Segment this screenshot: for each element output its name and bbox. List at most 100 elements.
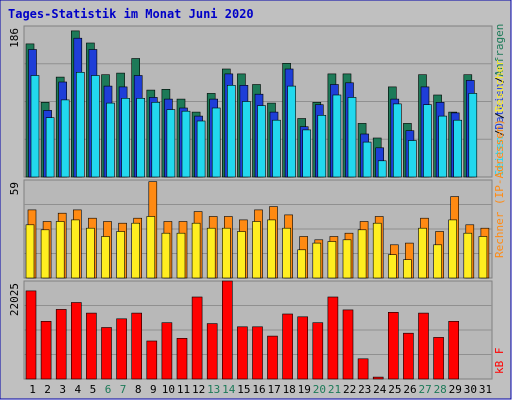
- bar-kbf-kb-f-day-21: [327, 296, 339, 380]
- series-label-part: Besucher: [493, 59, 506, 112]
- bar-hits-seiten-day-28: [438, 115, 447, 178]
- bar-kbf-kb-f-day-8: [131, 312, 142, 380]
- bar-visits-rechner-day-20: [312, 242, 322, 279]
- x-tick-label-day-29: 29: [449, 383, 462, 396]
- bar-kbf-kb-f-day-18: [282, 313, 293, 380]
- x-tick-label-day-9: 9: [150, 383, 157, 396]
- x-tick-label-day-18: 18: [283, 383, 296, 396]
- y-max-label-hits: 186: [8, 28, 21, 48]
- bar-kbf-kb-f-day-24: [372, 376, 384, 380]
- bar-hits-seiten-day-26: [408, 140, 417, 178]
- series-label-part: Dateien: [493, 83, 506, 129]
- bar-hits-seiten-day-22: [347, 97, 357, 178]
- bar-visits-rechner-day-11: [176, 232, 186, 279]
- panel-hits: 186: [8, 25, 493, 178]
- x-tick-label-day-10: 10: [162, 383, 175, 396]
- x-tick-label-day-28: 28: [434, 383, 447, 396]
- bar-kbf-kb-f-day-12: [191, 296, 203, 380]
- x-tick-label-day-14: 14: [222, 383, 236, 396]
- bar-visits-rechner-day-18: [282, 227, 291, 279]
- bar-hits-seiten-day-9: [151, 102, 161, 178]
- x-tick-label-day-7: 7: [120, 383, 127, 396]
- bar-hits-seiten-day-13: [211, 107, 221, 178]
- bar-hits-seiten-day-6: [106, 102, 115, 178]
- bar-hits-seiten-day-3: [60, 99, 70, 178]
- bar-kbf-kb-f-day-26: [403, 332, 414, 380]
- bar-visits-rechner-day-17: [267, 219, 276, 279]
- x-tick-label-day-3: 3: [59, 383, 66, 396]
- bar-kbf-kb-f-day-22: [342, 309, 354, 380]
- series-label-part: /: [493, 112, 506, 119]
- bar-kbf-kb-f-day-3: [55, 309, 67, 380]
- bar-hits-seiten-day-7: [121, 98, 130, 178]
- bar-hits-seiten-day-29: [453, 119, 463, 178]
- bar-hits-seiten-day-15: [242, 101, 251, 178]
- x-tick-label-day-5: 5: [90, 383, 97, 396]
- bar-hits-seiten-day-4: [76, 72, 85, 178]
- x-tick-label-day-11: 11: [177, 383, 190, 396]
- x-tick-label-day-23: 23: [358, 383, 371, 396]
- bar-visits-rechner-day-14: [222, 227, 231, 279]
- bar-kbf-kb-f-day-6: [101, 327, 112, 380]
- bar-kbf-kb-f-day-5: [86, 312, 97, 380]
- x-tick-label-day-4: 4: [74, 383, 81, 396]
- x-tick-label-day-27: 27: [418, 383, 431, 396]
- bar-visits-rechner-day-2: [40, 229, 50, 279]
- bar-kbf-kb-f-day-20: [312, 322, 324, 380]
- x-tick-label-day-17: 17: [267, 383, 280, 396]
- bar-kbf-kb-f-day-9: [146, 340, 158, 380]
- y-max-label-kbf: 22025: [8, 283, 21, 316]
- bar-hits-seiten-day-12: [196, 120, 206, 178]
- series-label-visits: Rechner (IP-Adressen)/Besucher: [493, 59, 506, 258]
- bar-hits-seiten-day-10: [166, 109, 176, 178]
- x-tick-label-day-12: 12: [192, 383, 205, 396]
- bar-hits-seiten-day-18: [287, 85, 296, 178]
- bar-hits-seiten-day-25: [392, 103, 402, 178]
- bar-hits-seiten-day-30: [468, 93, 478, 178]
- bar-visits-rechner-day-8: [131, 222, 140, 279]
- bar-kbf-kb-f-day-27: [418, 312, 429, 380]
- bar-visits-rechner-day-12: [191, 222, 201, 279]
- bar-visits-rechner-day-16: [252, 221, 261, 279]
- bar-visits-rechner-day-28: [433, 244, 442, 279]
- x-tick-label-day-31: 31: [479, 383, 492, 396]
- bar-visits-rechner-day-3: [55, 221, 65, 279]
- chart-panels: 186 59 22025: [8, 25, 493, 380]
- bar-hits-seiten-day-1: [30, 75, 40, 178]
- bar-hits-seiten-day-23: [362, 141, 372, 178]
- x-tick-label-day-1: 1: [29, 383, 36, 396]
- bar-visits-rechner-day-25: [387, 254, 397, 279]
- bar-kbf-kb-f-day-2: [40, 320, 52, 380]
- series-label-part: Seiten: [493, 136, 506, 176]
- series-label-part: Anfragen: [493, 24, 506, 77]
- bar-hits-seiten-day-8: [136, 98, 145, 178]
- bar-visits-rechner-day-26: [403, 259, 412, 279]
- bar-hits-seiten-day-17: [272, 119, 281, 178]
- bar-kbf-kb-f-day-15: [237, 326, 248, 380]
- bar-kbf-kb-f-day-7: [116, 318, 127, 380]
- bar-visits-rechner-day-5: [86, 227, 95, 279]
- bar-hits-seiten-day-20: [317, 115, 327, 178]
- bar-kbf-kb-f-day-13: [206, 323, 218, 380]
- bar-kbf-kb-f-day-29: [448, 320, 460, 380]
- series-label-part: Rechner (IP-Adressen): [493, 119, 506, 258]
- bar-kbf-kb-f-day-25: [387, 311, 399, 380]
- series-label-part: kB F: [493, 348, 506, 375]
- x-tick-label-day-15: 15: [237, 383, 250, 396]
- bar-hits-seiten-day-16: [257, 105, 266, 178]
- bar-hits-seiten-day-19: [302, 129, 312, 178]
- bar-visits-rechner-day-23: [357, 229, 367, 279]
- series-label-hits: Seiten/Dateien/Anfragen: [493, 24, 506, 176]
- bar-visits-rechner-day-7: [116, 231, 125, 279]
- series-label-part: /: [493, 130, 506, 137]
- bar-kbf-kb-f-day-11: [176, 337, 188, 380]
- bar-hits-seiten-day-24: [377, 160, 387, 178]
- panel-kbf: 22025: [8, 280, 493, 380]
- bar-visits-rechner-day-27: [418, 227, 427, 279]
- bar-visits-rechner-day-4: [71, 219, 80, 279]
- x-tick-label-day-16: 16: [252, 383, 265, 396]
- bar-hits-seiten-day-2: [45, 117, 55, 178]
- bar-visits-rechner-day-31: [478, 236, 488, 279]
